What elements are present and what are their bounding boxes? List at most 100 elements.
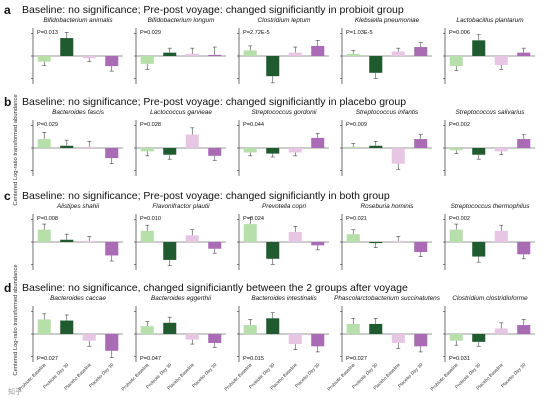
panel-title: Clostridium clostridioforme [452, 295, 528, 302]
bar [391, 51, 405, 56]
panel: Streptococcus salivarius P=0.002 [443, 109, 535, 176]
p-value-label: P=0.021 [346, 216, 367, 222]
bar [391, 240, 405, 242]
bar [449, 148, 463, 151]
panel-title: Roseburia hominis [361, 203, 415, 210]
bar [391, 334, 405, 343]
bar [82, 240, 96, 242]
panel-rows: a Baseline: no significance; Pre-post voy… [4, 3, 535, 392]
panel: Flavonifractor plautii P=0.010 [134, 203, 226, 270]
p-value-label: P=0.002 [449, 216, 470, 222]
bar [414, 47, 428, 56]
panel: Alistipes shahii P=0.008 [31, 203, 123, 270]
bar [185, 53, 199, 56]
bar [369, 323, 383, 334]
bar [414, 334, 428, 347]
bar [266, 56, 280, 77]
p-value-label: P=0.028 [140, 122, 161, 128]
bar [140, 56, 154, 64]
bar [288, 52, 302, 56]
panel-title: Streptococcus thermophilus [451, 203, 531, 210]
p-value-label: P=0.013 [37, 30, 58, 36]
bar [288, 148, 302, 153]
category-label: Placebo Day 30 [397, 362, 424, 389]
row-header: Baseline: no significance; Pre-post voya… [22, 190, 390, 202]
row-label: a [4, 3, 11, 17]
bar [369, 56, 383, 73]
bar [346, 234, 360, 242]
bar [369, 242, 383, 244]
panel-title: Streptococcus salivarius [456, 109, 526, 116]
bar [494, 148, 508, 152]
bar [472, 334, 486, 342]
row-d: d Baseline: no significance, changed sign… [4, 281, 535, 392]
p-value-label: P=0.047 [140, 356, 161, 362]
bar [140, 148, 154, 152]
row-label: d [4, 281, 11, 295]
panel: Streptococcus infantis P=0.009 [340, 109, 432, 176]
bar [311, 334, 325, 347]
bar [266, 242, 280, 259]
panel-title: Phascolarctobacterium succinatutens [334, 295, 441, 302]
bar [185, 134, 199, 148]
bar [105, 56, 119, 67]
p-value-label: P=1.03E-5 [346, 30, 373, 36]
p-value-label: P=0.027 [37, 356, 58, 362]
p-value-label: P=0.029 [140, 30, 161, 36]
bar [288, 231, 302, 242]
panel-title: Flavonifractor plautii [152, 203, 210, 210]
bar [311, 242, 325, 246]
panel: Bifidobacterium animalis P=0.013 [31, 17, 123, 84]
category-label: Placebo Day 30 [191, 362, 218, 389]
p-value-label: P=0.024 [243, 216, 264, 222]
bar [82, 56, 96, 59]
category-label: Placebo Day 30 [500, 362, 527, 389]
panel-title: Klebsiella pneumoniae [355, 17, 420, 24]
panel: Bifidobacterium longum P=0.029 [134, 17, 226, 84]
bar [517, 139, 531, 148]
bar [105, 148, 119, 159]
bar [105, 242, 119, 256]
bar [60, 145, 74, 148]
p-value-label: P=0.006 [449, 30, 470, 36]
panel-title: Clostridium leptum [258, 17, 312, 24]
p-value-label: P=0.015 [243, 356, 264, 362]
panel: Prevotella copri P=0.024 [237, 203, 329, 270]
panel: Bacteroides intestinalisP=0.015Probiotic… [223, 295, 329, 392]
p-value-label: P=0.010 [140, 216, 161, 222]
p-value-label: P=0.029 [37, 122, 58, 128]
bar [37, 56, 51, 62]
bar [208, 334, 222, 343]
bar [163, 322, 177, 334]
panel: Bacteroides fascis P=0.029 [31, 109, 123, 176]
panel: Streptococcus gordonii P=0.044 [237, 109, 329, 176]
bar [472, 148, 486, 155]
bar [449, 334, 463, 341]
bar [288, 334, 302, 345]
row-header: Baseline: no significance; Pre-post voya… [22, 96, 406, 108]
bar [37, 319, 51, 334]
bar [140, 326, 154, 334]
bar [517, 325, 531, 334]
panel: Streptococcus thermophilus P=0.002 [443, 203, 535, 270]
row-c: c Baseline: no significance; Pre-post voy… [4, 189, 535, 270]
p-value-label: P=0.027 [346, 356, 367, 362]
panel-title: Streptococcus infantis [356, 109, 419, 116]
p-value-label: P=0.008 [37, 216, 58, 222]
p-value-label: P=0.009 [346, 122, 367, 128]
bar [391, 148, 405, 164]
bar [346, 53, 360, 56]
bar [82, 334, 96, 341]
panel-title: Bacteroides intestinalis [251, 295, 317, 302]
bar [163, 242, 177, 260]
y-axis-label-top: Centered Log-ratio transformed abundance [13, 94, 19, 205]
row-header: Baseline: no significance, changed signi… [22, 282, 408, 294]
panel: Clostridium leptum P=2.72E-5 [237, 17, 329, 84]
bar [140, 230, 154, 242]
bar [346, 146, 360, 148]
p-value-label: P=0.002 [449, 122, 470, 128]
bar [163, 52, 177, 56]
